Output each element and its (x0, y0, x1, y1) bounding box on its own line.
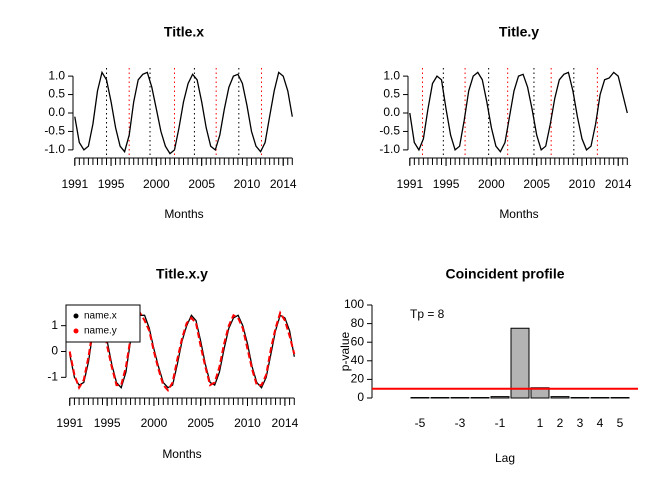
x-tick-label: 2010 (234, 416, 261, 430)
series-line (74, 70, 293, 155)
x-tick-label: 2000 (141, 416, 168, 430)
x-tick-label: 2000 (478, 177, 505, 191)
x-axis-label: Months (499, 207, 538, 221)
x-tick-label: 4 (597, 416, 604, 430)
legend-marker (73, 328, 79, 334)
y-tick-label: 0.0 (383, 105, 400, 119)
panel: Title.x Months -1.0 -0.5 0.0 0.5 1.0 1991 1995 20… (44, 24, 297, 221)
bar (510, 327, 530, 399)
chart-title: Title.x.y (156, 266, 208, 282)
y-tick-label: -1.0 (44, 142, 65, 156)
legend-label: name.x (84, 311, 117, 322)
bar (490, 396, 510, 399)
y-tick-label: 1.0 (383, 68, 400, 82)
y-tick-label: -1 (47, 370, 58, 384)
x-tick-label: 2005 (187, 416, 214, 430)
x-tick-label: 2 (557, 416, 564, 430)
y-tick-label: 1.0 (48, 68, 65, 82)
y-tick-label: 0 (357, 390, 364, 404)
x-tick-label: 2000 (143, 177, 170, 191)
series-line (68, 310, 296, 392)
chart-title: Coincident profile (446, 266, 565, 282)
x-axis-label: Lag (495, 451, 515, 465)
y-tick-label: -1.0 (379, 142, 400, 156)
panel: Title.y Months -1.0 -0.5 0.0 0.5 1.0 1991 1995 20… (379, 24, 632, 221)
y-tick-label: 40 (351, 353, 365, 367)
x-tick-label: 2014 (270, 177, 297, 191)
y-tick-label: 1 (51, 318, 58, 332)
x-tick-label: 2010 (569, 177, 596, 191)
x-tick-label: 2005 (523, 177, 550, 191)
legend-box (65, 304, 141, 343)
x-axis-label: Months (164, 207, 203, 221)
x-axis-label: Months (162, 447, 201, 461)
x-tick-label: 1991 (396, 177, 423, 191)
x-tick-label: -5 (415, 416, 426, 430)
y-tick-label: 100 (344, 297, 364, 311)
x-tick-label: -1 (495, 416, 506, 430)
x-tick-label: -3 (455, 416, 466, 430)
y-tick-label: 0.5 (383, 87, 400, 101)
x-tick-label: 1 (537, 416, 544, 430)
chart-title: Title.y (499, 24, 539, 40)
x-tick-label: 2010 (234, 177, 261, 191)
x-tick-label: 2005 (188, 177, 215, 191)
x-tick-label: 1995 (94, 416, 121, 430)
x-tick-label: 1991 (61, 177, 88, 191)
y-axis-label: p-value (338, 331, 352, 371)
y-tick-label: 0.5 (48, 87, 65, 101)
annotation: Tp = 8 (410, 307, 445, 321)
x-tick-label: 2014 (605, 177, 632, 191)
x-tick-label: 1995 (98, 177, 125, 191)
x-tick-label: 1995 (433, 177, 460, 191)
legend-marker (73, 313, 79, 319)
legend-label: name.y (84, 326, 117, 337)
y-tick-label: 0.0 (48, 105, 65, 119)
panel: Title.x.y Months -1 0 1 1991 1995 2000 2005 2010 2… (47, 266, 298, 461)
y-tick-label: -0.5 (44, 124, 65, 138)
series-line (409, 71, 628, 153)
y-tick-label: 60 (351, 334, 365, 348)
y-tick-label: 0 (51, 344, 58, 358)
bar (550, 396, 570, 399)
y-tick-label: -0.5 (379, 124, 400, 138)
panel: Coincident profile Lag p-value 0 20 40 60 80 100… (338, 266, 638, 465)
chart-title: Title.x (164, 24, 204, 40)
x-tick-label: 5 (617, 416, 624, 430)
y-tick-label: 20 (351, 372, 365, 386)
y-tick-label: 80 (351, 316, 365, 330)
x-tick-label: 1991 (56, 416, 83, 430)
x-tick-label: 3 (577, 416, 584, 430)
x-tick-label: 2014 (272, 416, 299, 430)
